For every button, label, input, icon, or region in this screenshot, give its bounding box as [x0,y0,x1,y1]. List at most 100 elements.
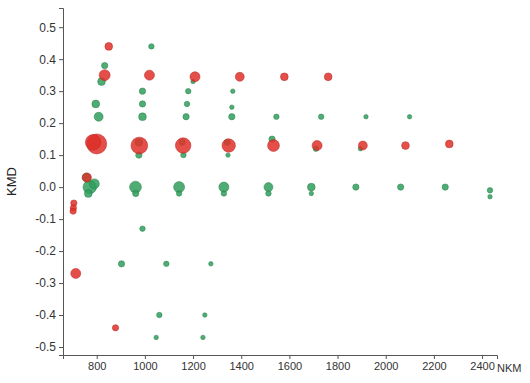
x-tick-label: 2200 [422,360,446,372]
x-axis-title: NKM [497,362,521,374]
x-tick-label: 1200 [181,360,205,372]
y-tick-label: 0.1 [39,148,56,162]
y-tick: 0.0 [39,180,63,194]
bubble [222,139,235,152]
x-tick: 2000 [374,355,398,372]
bubble [133,190,139,196]
y-tick-mark [59,187,63,188]
x-tick-mark [241,355,242,359]
bubble [402,142,410,150]
bubble [164,261,169,266]
x-tick-label: 2400 [470,360,494,372]
x-tick-label: 1400 [229,360,253,372]
y-tick: 0.4 [39,53,63,67]
bubble [112,325,118,331]
y-tick-mark [59,59,63,60]
y-tick-label: 0.3 [39,84,56,98]
x-tick-mark [338,355,339,359]
chart: 800 1000 1200 1400 1600 1800 2000 2200 2400 -0.5 -… [0,0,530,383]
bubble [398,184,404,190]
bubble [407,115,411,119]
y-tick-label: -0.2 [35,244,56,258]
bubble [235,72,244,81]
y-tick-label: -0.4 [35,308,56,322]
bubble [488,194,492,198]
y-tick: 0.5 [39,21,63,35]
x-tick: 2400 [470,355,494,372]
bubble [353,184,359,190]
points [70,43,493,340]
y-tick-label: 0.2 [39,116,56,130]
bubble [231,89,235,93]
y-axis-title: KMD [4,167,19,196]
x-tick-label: 1600 [278,360,302,372]
bubble [307,183,315,191]
bubble [229,114,235,120]
bubble [94,112,103,121]
bubble [209,262,213,266]
bubble [312,141,322,151]
y-tick-mark [59,283,63,284]
bubble [309,191,313,195]
bubble [186,88,191,93]
bubble [183,114,189,120]
bubble [84,190,92,198]
x-tick-label: 1800 [326,360,350,372]
y-tick-label: -0.1 [35,212,56,226]
x-axis: 800 1000 1200 1400 1600 1800 2000 2200 2400 [64,355,498,372]
bubble [144,70,154,80]
y-tick-label: 0.0 [39,180,56,194]
bubble [140,226,145,231]
y-tick: -0.1 [35,212,63,226]
x-tick-label: 1000 [133,360,157,372]
y-tick: 0.2 [39,116,63,130]
bubble [71,268,81,278]
bubble [118,261,124,267]
bubble [149,44,154,49]
y-tick: 0.3 [39,84,63,98]
bubble [487,188,492,193]
x-tick-mark [97,355,98,359]
x-tick-mark [482,355,483,359]
bubble [201,335,205,339]
series [82,44,493,340]
bubble [358,141,367,150]
x-tick: 800 [88,355,106,372]
bubble [154,335,158,339]
y-tick-mark [59,27,63,28]
x-tick-mark [434,355,435,359]
y-tick-mark [59,91,63,92]
bubble [264,183,273,192]
y-tick-mark [59,347,63,348]
y-tick-label: 0.4 [39,53,56,67]
y-tick-label: -0.3 [35,276,56,290]
bubble [274,114,279,119]
x-tick-mark [289,355,290,359]
bubble [89,179,99,189]
x-tick: 1200 [181,355,205,372]
y-axis-line [59,9,64,356]
x-tick-label: 2000 [374,360,398,372]
y-tick-mark [59,155,63,156]
bubble [266,191,271,196]
y-tick: -0.5 [35,340,63,354]
bubble [85,135,100,150]
bubble [318,114,323,119]
x-axis-line [64,356,498,360]
bubble [230,105,234,109]
bubble [324,73,332,81]
bubble [70,208,76,214]
bubble [131,137,148,154]
bubble [190,72,200,82]
bubble [99,70,110,81]
y-tick: -0.3 [35,276,63,290]
y-tick: 0.1 [39,148,63,162]
x-tick: 1600 [278,355,302,372]
bubble [175,138,190,153]
bubble [82,173,91,182]
bubble [226,153,230,157]
bubble [139,101,145,107]
bubble [364,115,368,119]
x-tick-mark [386,355,387,359]
x-tick-mark [145,355,146,359]
